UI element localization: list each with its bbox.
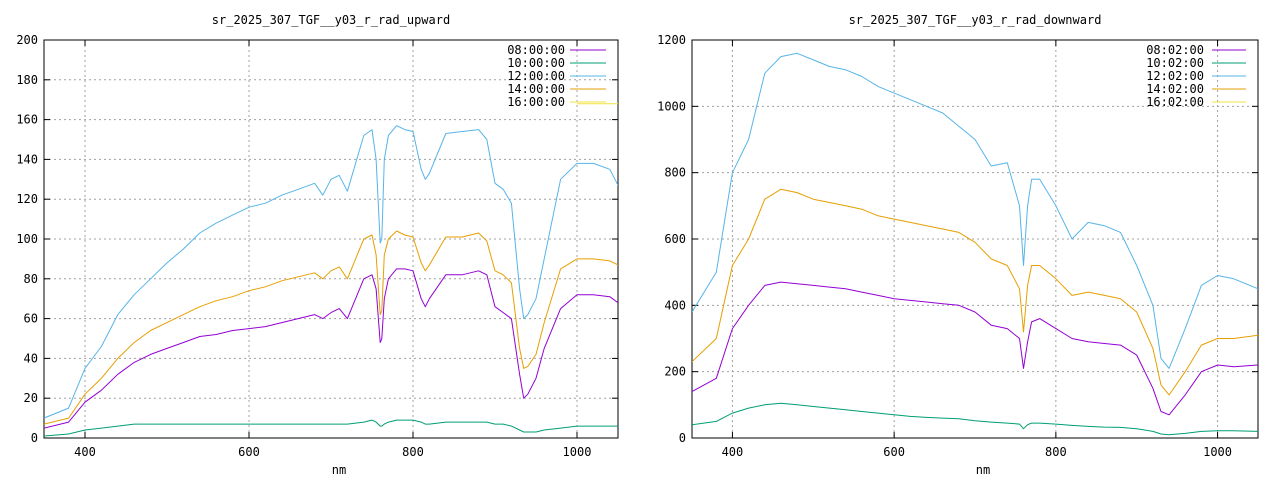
x-tick-label: 800 bbox=[1045, 445, 1067, 459]
y-tick-label: 600 bbox=[664, 232, 686, 246]
y-tick-label: 140 bbox=[16, 152, 38, 166]
y-tick-label: 0 bbox=[679, 431, 686, 445]
x-tick-label: 600 bbox=[883, 445, 905, 459]
legend-label: 08:02:00 bbox=[1146, 43, 1204, 57]
chart-title: sr_2025_307_TGF__y03_r_rad_downward bbox=[849, 13, 1102, 27]
grid bbox=[44, 40, 618, 438]
x-tick-label: 600 bbox=[238, 445, 260, 459]
x-axis-label: nm bbox=[976, 463, 990, 477]
y-tick-label: 80 bbox=[24, 272, 38, 286]
series-line-12-02-00 bbox=[692, 52, 1258, 369]
y-tick-label: 200 bbox=[664, 365, 686, 379]
y-tick-label: 60 bbox=[24, 312, 38, 326]
series-line-12-00-00 bbox=[44, 125, 618, 419]
y-tick-label: 200 bbox=[16, 33, 38, 47]
y-tick-label: 1200 bbox=[657, 33, 686, 47]
y-tick-label: 40 bbox=[24, 351, 38, 365]
y-tick-label: 20 bbox=[24, 391, 38, 405]
x-axis-label: nm bbox=[332, 463, 346, 477]
legend-label: 16:02:00 bbox=[1146, 95, 1204, 109]
series-line-08-00-00 bbox=[44, 268, 618, 429]
x-tick-label: 1000 bbox=[563, 445, 592, 459]
series-line-10-00-00 bbox=[44, 419, 618, 437]
grid bbox=[692, 40, 1258, 438]
series-line-14-02-00 bbox=[692, 188, 1258, 396]
y-tick-label: 1000 bbox=[657, 99, 686, 113]
legend-label: 16:00:00 bbox=[507, 95, 565, 109]
y-tick-label: 800 bbox=[664, 166, 686, 180]
x-tick-label: 1000 bbox=[1203, 445, 1232, 459]
x-tick-label: 800 bbox=[402, 445, 424, 459]
legend-label: 10:00:00 bbox=[507, 56, 565, 70]
series-line-10-02-00 bbox=[692, 402, 1258, 436]
chart-title: sr_2025_307_TGF__y03_r_rad_upward bbox=[212, 13, 450, 27]
series-line-14-00-00 bbox=[44, 230, 618, 425]
y-tick-label: 400 bbox=[664, 298, 686, 312]
y-tick-label: 0 bbox=[31, 431, 38, 445]
legend-label: 14:02:00 bbox=[1146, 82, 1204, 96]
y-tick-label: 100 bbox=[16, 232, 38, 246]
y-tick-label: 180 bbox=[16, 73, 38, 87]
series-line-08-02-00 bbox=[692, 281, 1258, 416]
legend-label: 12:02:00 bbox=[1146, 69, 1204, 83]
x-tick-label: 400 bbox=[74, 445, 96, 459]
y-tick-label: 160 bbox=[16, 113, 38, 127]
chart-panel-2: sr_2025_307_TGF__y03_r_rad_downward 400 60… bbox=[657, 13, 1259, 477]
legend-label: 08:00:00 bbox=[507, 43, 565, 57]
y-tick-label: 120 bbox=[16, 192, 38, 206]
legend-label: 14:00:00 bbox=[507, 82, 565, 96]
legend-label: 12:00:00 bbox=[507, 69, 565, 83]
legend-label: 10:02:00 bbox=[1146, 56, 1204, 70]
x-tick-label: 400 bbox=[722, 445, 744, 459]
